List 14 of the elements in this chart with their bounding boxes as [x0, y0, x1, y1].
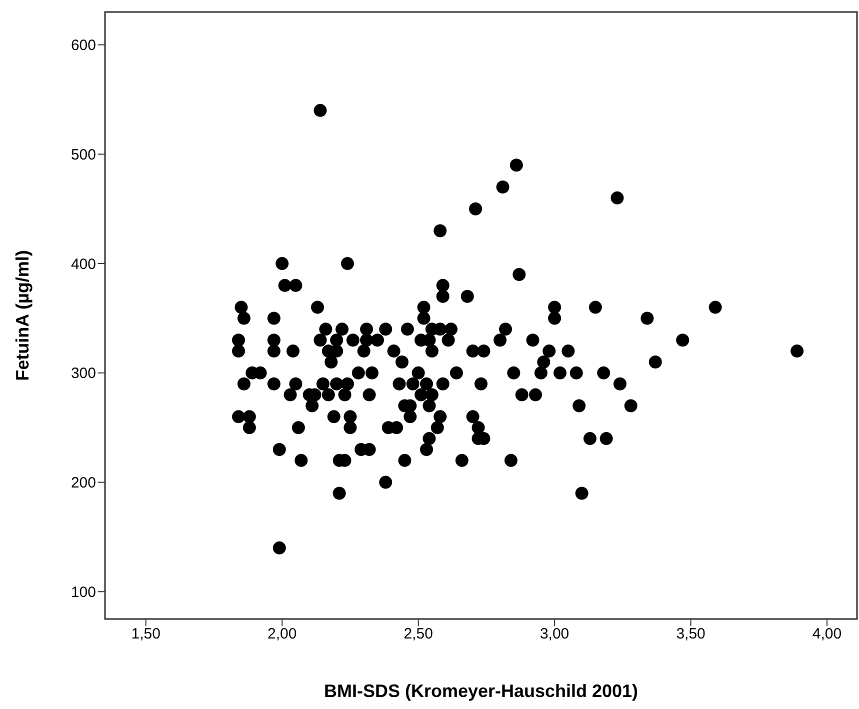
- y-tick-label: 300: [70, 365, 96, 382]
- x-axis-title: BMI-SDS (Kromeyer-Hauschild 2001): [324, 681, 638, 701]
- x-tick-label: 3,00: [540, 626, 570, 643]
- x-tick-label: 4,00: [812, 626, 842, 643]
- y-tick-label: 100: [70, 584, 96, 601]
- x-tick-label: 2,00: [268, 626, 297, 643]
- y-tick-label: 400: [70, 256, 96, 273]
- y-tick-label: 200: [70, 474, 96, 492]
- y-axis-title: FetuinA (µg/ml): [12, 250, 32, 381]
- x-tick-label: 1,50: [131, 626, 160, 643]
- y-tick-label: 600: [70, 37, 96, 54]
- y-tick-label: 500: [70, 146, 96, 164]
- x-tick-label: 3,50: [676, 626, 706, 643]
- x-tick-label: 2,50: [404, 626, 433, 643]
